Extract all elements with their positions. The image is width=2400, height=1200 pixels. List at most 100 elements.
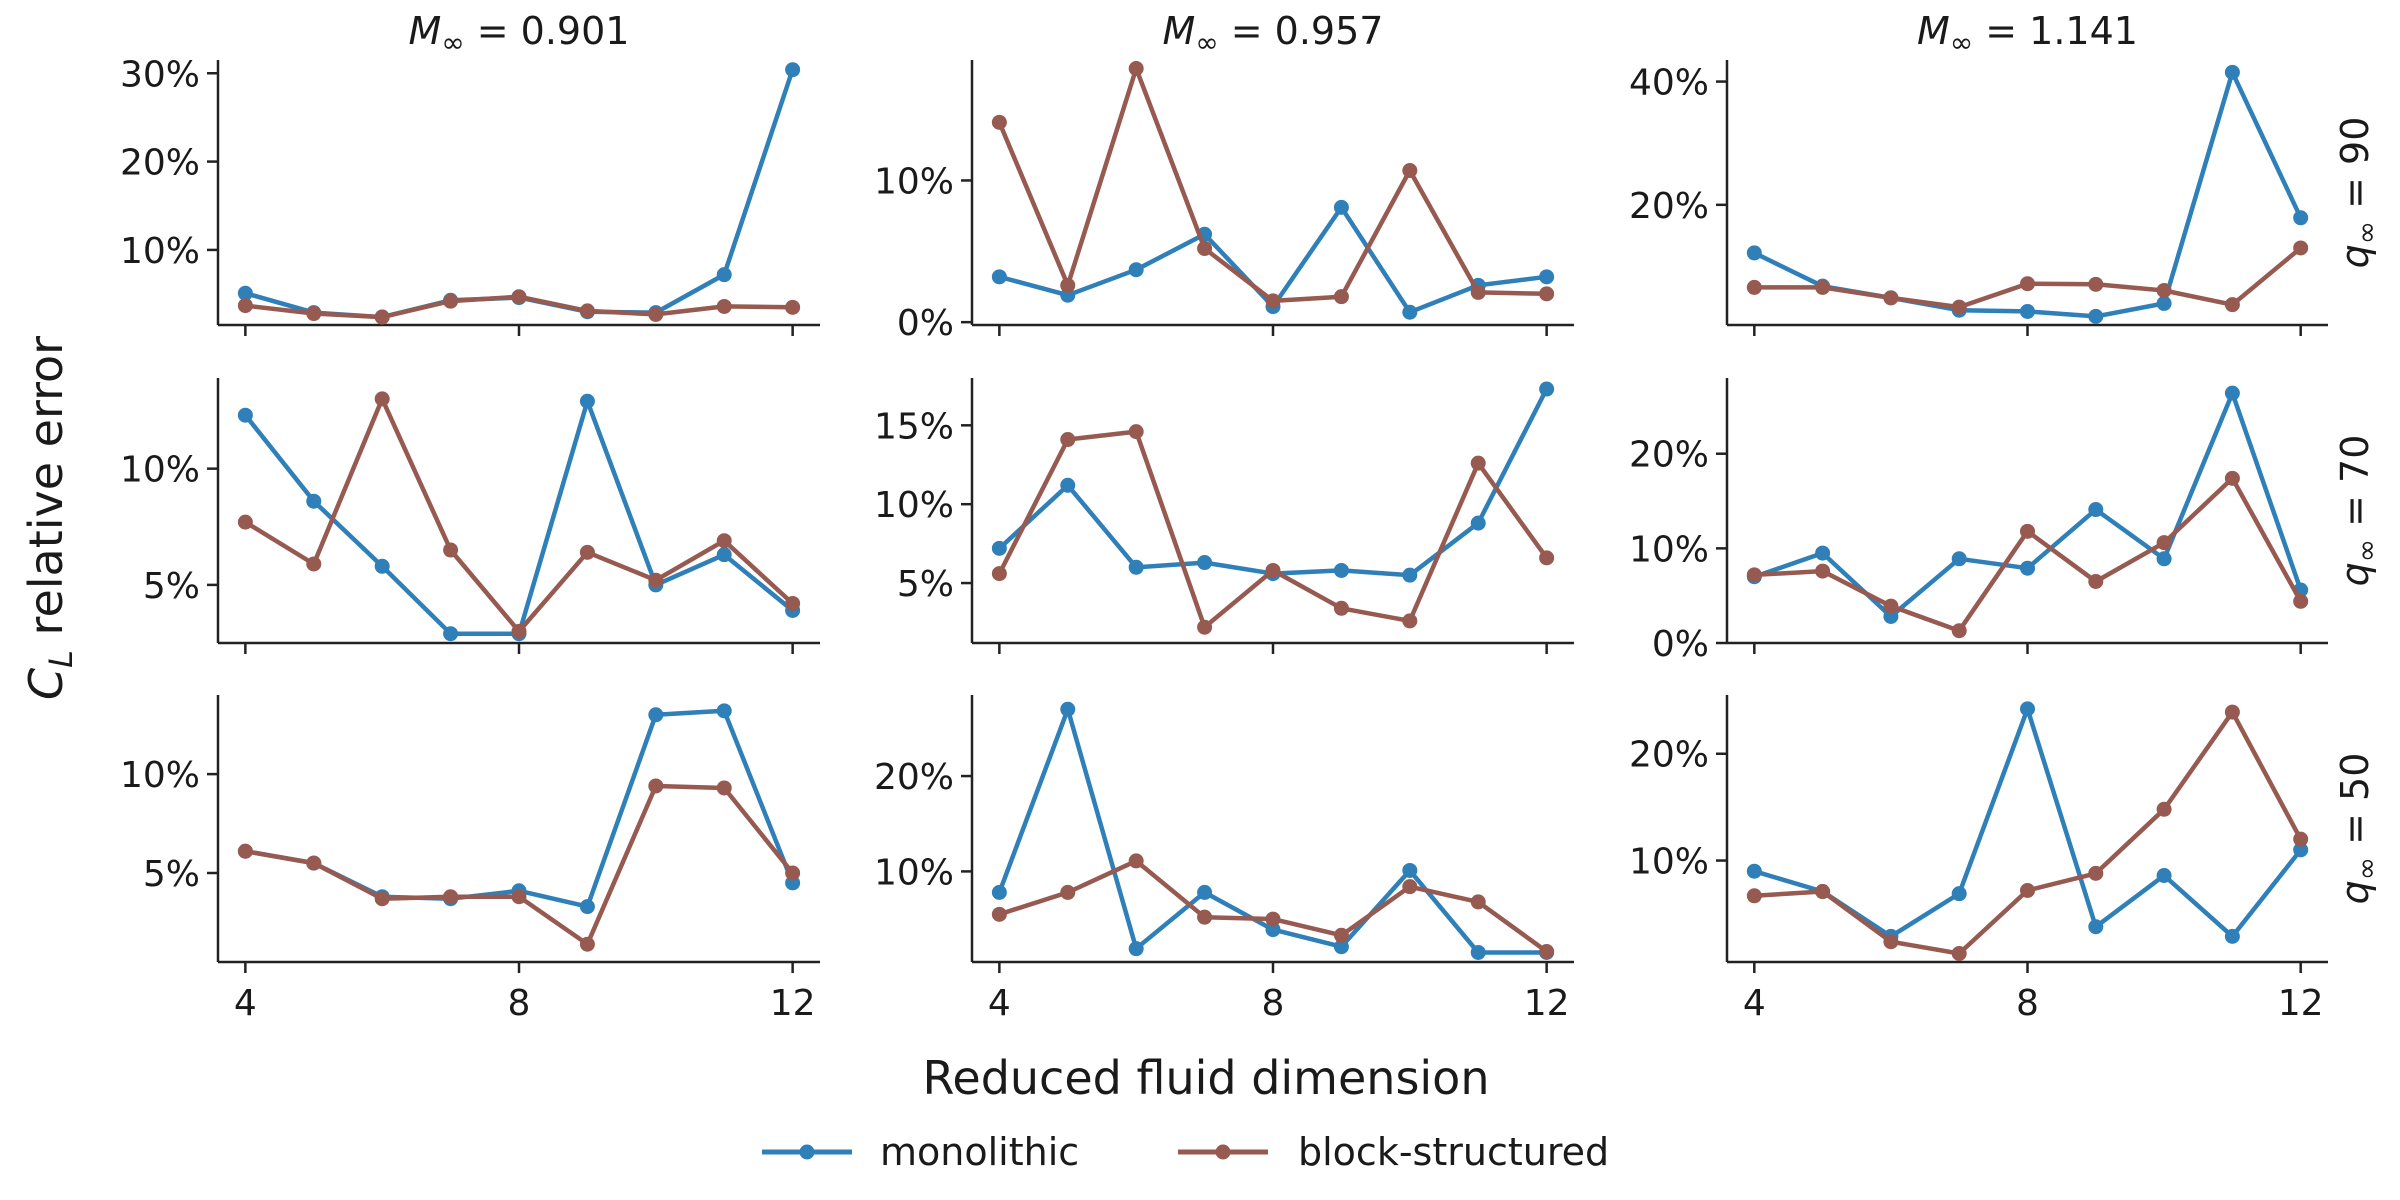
legend-marker-monolithic bbox=[799, 1144, 815, 1160]
data-point-block-structured bbox=[306, 306, 322, 322]
data-point-block-structured bbox=[1265, 911, 1281, 927]
panel-r2-c1: 10% 20% 4 8 12 bbox=[874, 695, 1574, 1024]
data-point-monolithic bbox=[1539, 381, 1555, 397]
column-title-1: M∞ = 0.957 bbox=[1163, 9, 1384, 59]
x-tick-label: 8 bbox=[508, 983, 531, 1024]
data-point-block-structured bbox=[716, 533, 732, 549]
data-point-block-structured bbox=[511, 889, 527, 905]
data-point-monolithic bbox=[2020, 560, 2035, 576]
y-axis-title: CL relative error bbox=[19, 336, 80, 700]
data-point-block-structured bbox=[374, 309, 390, 325]
x-tick-label: 4 bbox=[988, 983, 1011, 1024]
row-label-0: q∞ = 90 bbox=[2333, 117, 2383, 269]
data-point-block-structured bbox=[579, 936, 595, 952]
data-point-block-structured bbox=[648, 572, 664, 588]
data-point-monolithic bbox=[1883, 609, 1899, 624]
data-point-block-structured bbox=[1470, 284, 1486, 300]
series-line-monolithic bbox=[243, 67, 795, 320]
data-point-monolithic bbox=[2088, 919, 2104, 935]
y-tick-label: 30% bbox=[120, 54, 200, 95]
data-point-monolithic bbox=[2156, 867, 2172, 883]
column-title-0: M∞ = 0.901 bbox=[409, 9, 630, 59]
data-point-monolithic bbox=[716, 267, 732, 283]
data-point-block-structured bbox=[1746, 888, 1762, 904]
column-title-symbol: M bbox=[409, 9, 442, 53]
panel-r2-c2: 10% 20% 4 8 12 bbox=[1629, 695, 2328, 1024]
data-point-block-structured bbox=[1470, 455, 1486, 471]
data-point-block-structured bbox=[443, 542, 459, 558]
data-point-monolithic bbox=[2156, 295, 2172, 311]
data-point-block-structured bbox=[1197, 619, 1213, 635]
data-point-monolithic bbox=[991, 540, 1007, 556]
data-point-block-structured bbox=[785, 595, 801, 611]
row-label-subscript: ∞ bbox=[2350, 539, 2383, 562]
row-label-subscript: ∞ bbox=[2350, 221, 2383, 244]
data-point-monolithic bbox=[2020, 701, 2035, 717]
data-point-monolithic bbox=[716, 703, 732, 719]
data-point-monolithic bbox=[579, 393, 595, 409]
data-point-block-structured bbox=[648, 306, 664, 322]
data-point-block-structured bbox=[237, 298, 253, 314]
data-point-block-structured bbox=[2020, 882, 2035, 898]
panel-r1-c0: 5% 10% bbox=[120, 378, 820, 654]
column-title-symbol: M bbox=[1163, 9, 1196, 53]
row-label-symbol: q bbox=[2333, 880, 2377, 904]
data-point-monolithic bbox=[579, 899, 595, 915]
y-axis-title-subscript: L bbox=[42, 650, 80, 668]
data-point-monolithic bbox=[1060, 701, 1076, 717]
data-point-block-structured bbox=[991, 114, 1007, 130]
data-point-monolithic bbox=[1402, 304, 1418, 320]
data-point-block-structured bbox=[1815, 884, 1831, 900]
data-point-monolithic bbox=[1815, 545, 1831, 561]
row-label-symbol: q bbox=[2333, 244, 2377, 268]
data-point-block-structured bbox=[374, 391, 390, 407]
data-point-monolithic bbox=[2088, 502, 2104, 518]
data-point-monolithic bbox=[374, 558, 390, 574]
y-tick-label: 15% bbox=[874, 406, 954, 447]
data-point-block-structured bbox=[1128, 424, 1144, 440]
row-label-2: q∞ = 50 bbox=[2333, 753, 2383, 905]
panel-r1-c1: 5% 10% 15% bbox=[874, 378, 1574, 654]
column-title-symbol: M bbox=[1917, 9, 1950, 53]
data-point-monolithic bbox=[1333, 199, 1349, 215]
legend-item-block-structured[interactable]: block-structured bbox=[1178, 1130, 1609, 1174]
x-tick-label: 8 bbox=[1262, 983, 1285, 1024]
legend-item-monolithic[interactable]: monolithic bbox=[762, 1130, 1079, 1174]
column-title-subscript: ∞ bbox=[441, 26, 464, 59]
legend-marker-block-structured bbox=[1215, 1144, 1231, 1160]
data-point-block-structured bbox=[306, 855, 322, 871]
data-point-block-structured bbox=[579, 303, 595, 319]
data-point-monolithic bbox=[1197, 884, 1213, 900]
data-point-block-structured bbox=[511, 289, 527, 305]
data-point-block-structured bbox=[1402, 879, 1418, 895]
data-point-block-structured bbox=[2020, 276, 2035, 292]
data-point-block-structured bbox=[2156, 535, 2172, 551]
data-point-block-structured bbox=[2156, 282, 2172, 298]
data-point-block-structured bbox=[443, 889, 459, 905]
y-tick-label: 5% bbox=[143, 566, 200, 607]
data-point-block-structured bbox=[785, 865, 801, 881]
column-title-subscript: ∞ bbox=[1195, 26, 1218, 59]
data-point-monolithic bbox=[1197, 555, 1213, 571]
series-line-monolithic bbox=[243, 398, 795, 636]
y-tick-label: 10% bbox=[120, 231, 200, 272]
data-point-monolithic bbox=[1060, 477, 1076, 493]
column-title-2: M∞ = 1.141 bbox=[1917, 9, 2138, 59]
y-tick-label: 20% bbox=[120, 143, 200, 184]
y-tick-label: 20% bbox=[1629, 186, 1709, 227]
data-point-monolithic bbox=[785, 62, 801, 78]
data-point-block-structured bbox=[1265, 562, 1281, 578]
row-label-value: = 90 bbox=[2333, 117, 2377, 221]
legend: monolithic block-structured bbox=[762, 1130, 1609, 1174]
data-point-block-structured bbox=[1265, 293, 1281, 309]
data-point-block-structured bbox=[2293, 240, 2309, 256]
data-point-monolithic bbox=[1333, 939, 1349, 955]
y-tick-label: 0% bbox=[1652, 624, 1709, 665]
data-point-block-structured bbox=[1333, 600, 1349, 616]
data-point-block-structured bbox=[237, 514, 253, 530]
data-point-monolithic bbox=[648, 707, 664, 723]
data-point-block-structured bbox=[2224, 470, 2240, 486]
series-line-block-structured bbox=[1752, 476, 2303, 633]
y-tick-label: 10% bbox=[874, 852, 954, 893]
